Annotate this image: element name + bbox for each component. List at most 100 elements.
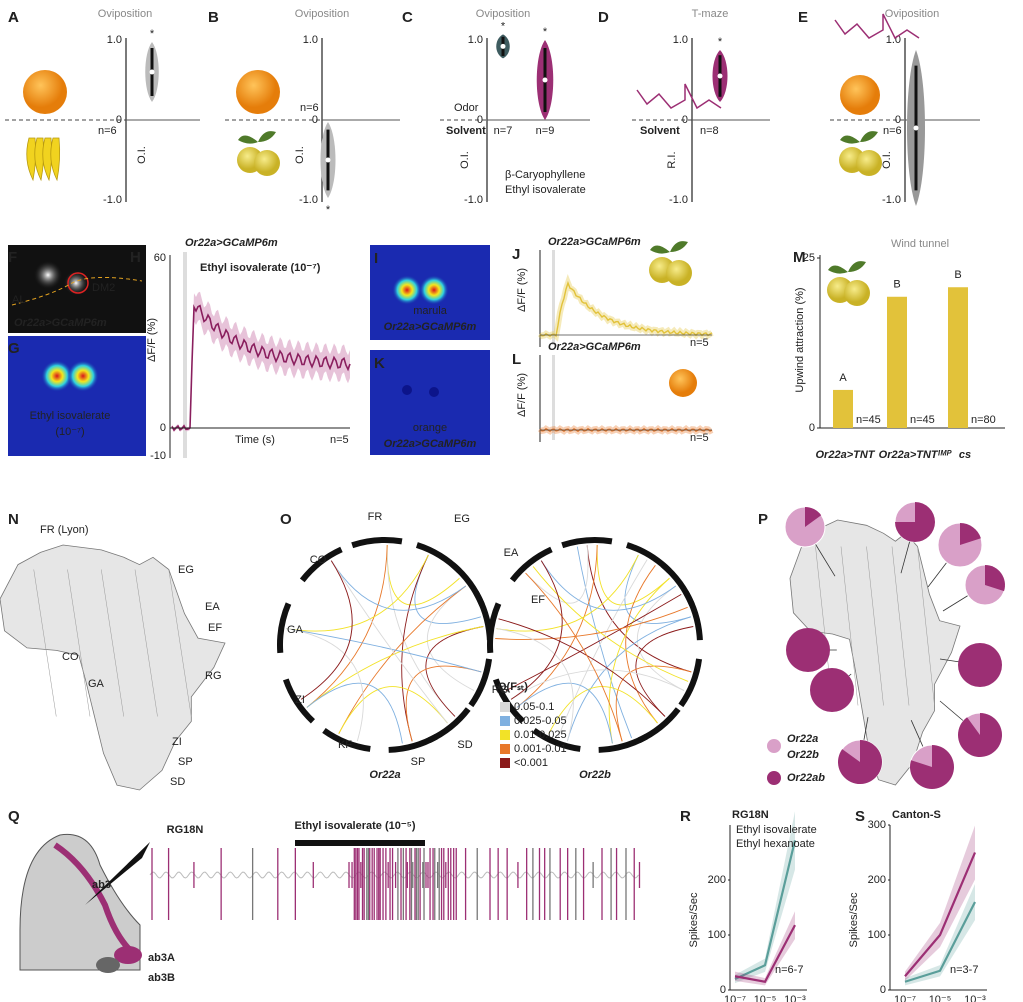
site-label: EA xyxy=(205,601,220,613)
banana-icon xyxy=(50,137,61,182)
site-label: SD xyxy=(170,776,185,788)
legend-label: Ethyl isovalerate xyxy=(505,184,586,196)
glow xyxy=(34,261,62,289)
segment xyxy=(532,727,581,752)
site-label: EF xyxy=(531,594,545,606)
pie-slice xyxy=(838,740,882,784)
chord xyxy=(495,606,688,640)
sensillum-label: ab3 xyxy=(92,879,111,891)
x-tick-label: 10⁻⁵ xyxy=(929,994,952,1002)
odor-label: Ethyl isovalerate xyxy=(30,410,111,422)
panel-label: C xyxy=(402,9,413,26)
genotype: Or22a>GCaMP6m xyxy=(185,237,278,249)
legend-label: Ethyl hexanoate xyxy=(736,838,815,850)
band xyxy=(172,291,350,433)
chord xyxy=(498,618,666,717)
x-tick-label: 10⁻⁵ xyxy=(754,994,777,1002)
pie-slice xyxy=(805,507,822,527)
x-tick-label: Or22a>TNTᴵᴹᴾ xyxy=(879,449,953,461)
chord xyxy=(532,566,689,682)
y-tick-label: -1.0 xyxy=(882,194,901,206)
panel-title: Oviposition xyxy=(885,8,939,20)
molecule xyxy=(636,83,722,110)
y-tick-label: 0 xyxy=(895,114,901,126)
site-label: CO xyxy=(62,651,79,663)
orange-icon xyxy=(840,75,880,115)
n-label: n=45 xyxy=(910,414,935,426)
panel-label: H xyxy=(130,249,141,266)
genotype: Or22a>GCaMP6m xyxy=(384,321,477,333)
chord xyxy=(516,682,613,744)
segment xyxy=(598,733,649,753)
stimulus xyxy=(183,252,187,458)
neuron xyxy=(114,946,142,964)
border xyxy=(101,569,124,717)
orange-icon xyxy=(236,70,280,114)
segment xyxy=(561,537,613,549)
banana-icon xyxy=(34,137,45,182)
bar xyxy=(887,296,907,428)
significance: * xyxy=(150,28,155,40)
chord xyxy=(557,559,648,739)
y-axis-label: Upwind attraction (%) xyxy=(794,287,806,392)
segment xyxy=(509,546,553,583)
n-label: n=6-7 xyxy=(775,964,803,976)
y-tick-label: -1.0 xyxy=(669,194,688,206)
stimulus xyxy=(552,250,555,345)
segment xyxy=(683,590,703,641)
pie xyxy=(810,668,854,712)
chord xyxy=(300,560,353,700)
chord xyxy=(425,626,484,717)
y-tick-label: 0 xyxy=(809,422,815,434)
segment xyxy=(322,727,371,752)
border xyxy=(866,546,884,706)
chord xyxy=(330,560,448,724)
site-label: EF xyxy=(208,622,222,634)
y-tick-label: 200 xyxy=(868,874,886,886)
y-axis-label: O.I. xyxy=(294,146,306,164)
y-tick-label: -1.0 xyxy=(464,194,483,206)
y-tick-label: 200 xyxy=(708,874,726,886)
chord xyxy=(636,585,685,691)
chord xyxy=(338,686,448,734)
y-tick-label: 0 xyxy=(312,114,318,126)
site-label: EG xyxy=(178,564,194,576)
significance: * xyxy=(718,36,723,48)
x-tick-label: 10⁻⁷ xyxy=(724,994,746,1002)
legend-label: <0.001 xyxy=(514,757,548,769)
panel-label: O xyxy=(280,511,292,528)
border xyxy=(840,546,859,706)
y-axis-label: R.I. xyxy=(666,151,678,168)
n-label: n=9 xyxy=(536,125,555,137)
segment xyxy=(487,602,502,654)
legend-label: 0.025-0.05 xyxy=(514,715,567,727)
median xyxy=(542,77,548,83)
y-tick-label: -10 xyxy=(150,450,166,462)
leaf-icon xyxy=(650,241,688,254)
segment xyxy=(388,733,439,753)
marula-icon xyxy=(856,150,882,176)
legend-label: Ethyl isovalerate xyxy=(736,824,817,836)
site-label: SD xyxy=(457,739,472,751)
band xyxy=(905,825,975,981)
heat xyxy=(41,360,73,392)
panel-label: A xyxy=(8,9,19,26)
segment xyxy=(282,678,316,724)
pie xyxy=(958,643,1002,687)
border xyxy=(917,546,935,706)
x-axis-label: Time (s) xyxy=(235,434,275,446)
noise xyxy=(149,871,639,879)
y-axis-label: O.I. xyxy=(881,151,893,169)
pie-slice xyxy=(958,713,1002,758)
border xyxy=(33,569,57,717)
pie-slice xyxy=(960,523,981,545)
segment xyxy=(351,537,403,549)
chord xyxy=(586,545,692,673)
panel-label: N xyxy=(8,511,19,528)
group-letter: B xyxy=(893,279,900,291)
panel-label: D xyxy=(598,9,609,26)
x-tick-label: 10⁻³ xyxy=(964,994,986,1002)
n-label: n=5 xyxy=(330,434,349,446)
solvent-label: Solvent xyxy=(446,125,486,137)
y-tick-label: 0 xyxy=(720,984,726,996)
